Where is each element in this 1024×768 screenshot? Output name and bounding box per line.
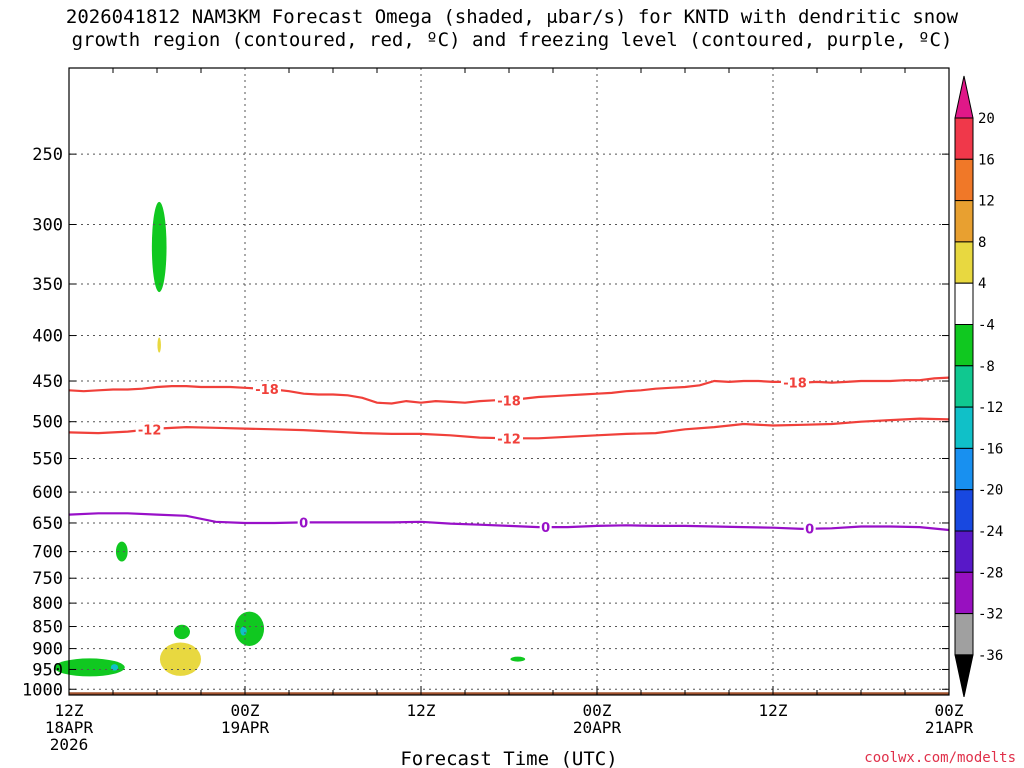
omega-green-860	[173, 624, 190, 640]
y-tick-label-450: 450	[32, 372, 63, 392]
y-tick-label-300: 300	[32, 216, 63, 236]
colorbar-label: -12	[978, 400, 1003, 416]
dgz-minus12-label: -12	[497, 432, 521, 447]
colorbar-label: -16	[978, 441, 1003, 457]
colorbar-top-triangle	[954, 75, 974, 119]
contour-lines: -18 -18 -18 -12 -12 0 0 0	[68, 374, 950, 538]
y-tick-label-650: 650	[32, 514, 63, 534]
dgz-minus18-label: -18	[255, 383, 279, 398]
omega-blue-860	[240, 626, 247, 636]
y-tick-label-250: 250	[32, 145, 63, 165]
y-tick-label-550: 550	[32, 449, 63, 469]
freezing-level-line	[68, 512, 950, 532]
x-tick-label: 12Z	[55, 701, 84, 720]
omega-green-700	[115, 541, 128, 562]
x-tick-label: 12Z	[759, 701, 788, 720]
colorbar-bottom-triangle	[954, 654, 974, 698]
omega-green-300	[151, 201, 167, 293]
dgz-minus18-label-bg	[495, 392, 523, 409]
dgz-minus12-label-bg	[495, 430, 523, 447]
omega-yellow-410	[157, 337, 161, 353]
colorbar-bin--16--12	[954, 406, 974, 449]
y-tick-label-850: 850	[32, 618, 63, 638]
colorbar-bin--28--24	[954, 530, 974, 573]
dgz-minus12-label: -12	[138, 423, 162, 438]
y-tick-label-400: 400	[32, 327, 63, 347]
colorbar-label: 4	[978, 276, 986, 292]
freezing-level-label-bg	[803, 520, 816, 537]
colorbar-bin--36--32	[954, 613, 974, 656]
x-tick-label: 2026	[50, 735, 89, 754]
x-tick-label: 19APR	[221, 718, 270, 737]
y-tick-label-800: 800	[32, 594, 63, 614]
x-tick-label: 21APR	[925, 718, 974, 737]
chart-title: 2026041812 NAM3KM Forecast Omega (shaded…	[0, 6, 1024, 52]
colorbar-bin--24--20	[954, 489, 974, 532]
colorbar-label: -28	[978, 565, 1003, 581]
colorbar-label: -24	[978, 524, 1003, 540]
colorbar-bin--12--8	[954, 365, 974, 408]
omega-green-850	[234, 611, 265, 646]
colorbar-bin-16-20	[954, 117, 974, 160]
colorbar-bin-4-8	[954, 241, 974, 284]
colorbar-bin--8--4	[954, 324, 974, 367]
colorbar-bin--4-4	[954, 282, 974, 326]
y-tick-label-500: 500	[32, 413, 63, 433]
colorbar-label: -8	[978, 359, 995, 375]
freezing-level-label: 0	[541, 521, 550, 536]
x-tick-label: 00Z	[231, 701, 260, 720]
dgz-minus18-label-bg	[253, 381, 281, 398]
y-tick-label-350: 350	[32, 275, 63, 295]
colorbar-label: 12	[978, 194, 995, 210]
freezing-level-label-bg	[297, 514, 310, 531]
dgz-minus18-label: -18	[497, 394, 521, 409]
x-tick-label: 00Z	[583, 701, 612, 720]
x-tick-label: 00Z	[935, 701, 964, 720]
colorbar-label: 20	[978, 111, 995, 127]
dgz-minus12-label-bg	[135, 421, 164, 438]
y-tick-label-750: 750	[32, 569, 63, 589]
omega-green-925b	[510, 656, 526, 662]
y-tick-label-950: 950	[32, 660, 63, 680]
colorbar-label: -4	[978, 318, 995, 334]
y-tick-label-1000: 1000	[22, 680, 63, 700]
title-line-2: growth region (contoured, red, ºC) and f…	[71, 29, 953, 51]
colorbar-bin--32--28	[954, 571, 974, 615]
colorbar-bin-12-16	[954, 158, 974, 202]
colorbar-label: -20	[978, 483, 1003, 499]
y-axis: 2503003504004505005506006507007508008509…	[22, 145, 949, 700]
colorbar-bin-8-12	[954, 200, 974, 243]
colorbar-label: -32	[978, 607, 1003, 623]
dgz-minus18-label-bg	[781, 374, 809, 391]
credit-text: coolwx.com/modelts	[864, 750, 1016, 766]
x-tick-label: 18APR	[45, 718, 94, 737]
freezing-level-label: 0	[805, 523, 814, 538]
x-tick-label: 20APR	[573, 718, 622, 737]
colorbar-label: -36	[978, 648, 1003, 664]
freezing-level-label-bg	[539, 519, 552, 536]
y-tick-label-900: 900	[32, 640, 63, 660]
colorbar-label: 8	[978, 235, 986, 251]
x-axis-label: Forecast Time (UTC)	[400, 748, 617, 768]
title-line-1: 2026041812 NAM3KM Forecast Omega (shaded…	[65, 6, 959, 28]
colorbar-label: 16	[978, 152, 995, 168]
y-tick-label-600: 600	[32, 483, 63, 503]
colorbar: 20 16 12 8 4 -4 -8 -12 -16 -20 -24 -28 -32 -36	[954, 75, 1003, 698]
freezing-level-label: 0	[299, 516, 308, 531]
omega-yellow-925	[159, 642, 201, 676]
omega-green-940	[54, 658, 125, 677]
x-tick-label: 12Z	[407, 701, 436, 720]
dgz-minus18-label: -18	[783, 376, 807, 391]
omega-shading	[54, 201, 526, 677]
colorbar-bin--20--16	[954, 447, 974, 491]
y-tick-label-700: 700	[32, 543, 63, 563]
